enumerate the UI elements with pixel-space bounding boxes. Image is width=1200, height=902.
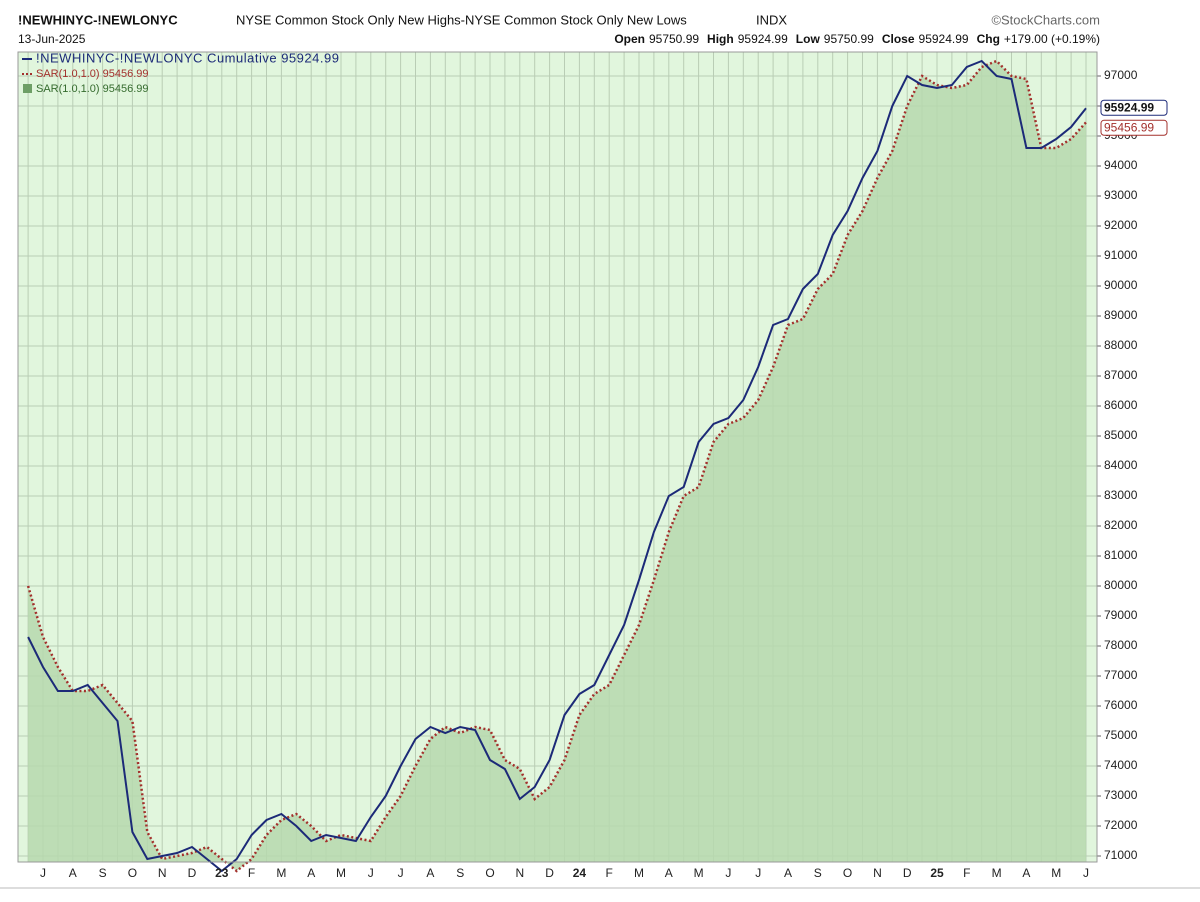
- x-tick-label: M: [336, 866, 346, 880]
- quote-value: +179.00 (+0.19%): [1004, 32, 1100, 46]
- x-tick-label: O: [128, 866, 137, 880]
- y-tick-label: 89000: [1104, 308, 1138, 322]
- quote-label: High: [707, 32, 734, 46]
- y-tick-label: 97000: [1104, 68, 1138, 82]
- x-tick-label: D: [903, 866, 912, 880]
- y-tick-label: 78000: [1104, 638, 1138, 652]
- x-tick-label: D: [188, 866, 197, 880]
- x-tick-label: A: [69, 866, 77, 880]
- quote: Open 95750.99 High 95924.99 Low 95750.99 Close…: [614, 32, 1100, 46]
- quote-label: Low: [796, 32, 821, 46]
- plot-frame: [17, 51, 1098, 863]
- x-tick-label: S: [99, 866, 107, 880]
- quote-value: 95924.99: [738, 32, 788, 46]
- x-tick-label: F: [963, 866, 970, 880]
- y-tick-label: 82000: [1104, 518, 1138, 532]
- legend-label: !NEWHINYC-!NEWLONYC Cumulative 95924.99: [36, 50, 339, 65]
- y-tick-label: 86000: [1104, 398, 1138, 412]
- x-tick-label: J: [1083, 866, 1089, 880]
- quote-value: 95750.99: [649, 32, 699, 46]
- y-tick-label: 93000: [1104, 188, 1138, 202]
- y-tick-label: 80000: [1104, 578, 1138, 592]
- last-value-label: 95924.99: [1104, 100, 1154, 114]
- symbol: !NEWHINYC-!NEWLONYC: [18, 12, 178, 27]
- y-tick-label: 94000: [1104, 158, 1138, 172]
- x-tick-label: A: [665, 866, 673, 880]
- quote-value: 95924.99: [919, 32, 969, 46]
- y-tick-label: 71000: [1104, 848, 1138, 862]
- y-tick-label: 87000: [1104, 368, 1138, 382]
- y-tick-label: 74000: [1104, 758, 1138, 772]
- last-value-label: 95456.99: [1104, 120, 1154, 134]
- x-tick-label: F: [606, 866, 613, 880]
- legend-swatch: [23, 84, 32, 93]
- x-tick-label: O: [485, 866, 494, 880]
- y-tick-label: 91000: [1104, 248, 1138, 262]
- area: [28, 61, 1087, 871]
- last-value-box: [1100, 99, 1168, 116]
- quote-label: Chg: [977, 32, 1000, 46]
- x-tick-label: M: [276, 866, 286, 880]
- source: ©StockCharts.com: [991, 12, 1100, 27]
- x-tick-label: J: [755, 866, 761, 880]
- x-tick-label: J: [368, 866, 374, 880]
- x-tick-label: 23: [215, 866, 229, 880]
- x-tick-label: S: [456, 866, 464, 880]
- x-tick-label: N: [158, 866, 167, 880]
- x-tick-label: M: [634, 866, 644, 880]
- y-tick-label: 90000: [1104, 278, 1138, 292]
- exchange: INDX: [756, 12, 787, 27]
- y-tick-label: 88000: [1104, 338, 1138, 352]
- y-tick-label: 85000: [1104, 428, 1138, 442]
- y-tick-label: 83000: [1104, 488, 1138, 502]
- x-tick-label: J: [725, 866, 731, 880]
- x-tick-label: J: [40, 866, 46, 880]
- quote-label: Close: [882, 32, 915, 46]
- y-tick-label: 92000: [1104, 218, 1138, 232]
- sar-line: [26, 59, 1087, 873]
- x-tick-label: A: [307, 866, 315, 880]
- x-tick-label: O: [843, 866, 852, 880]
- y-tick-label: 84000: [1104, 458, 1138, 472]
- y-tick-label: 79000: [1104, 608, 1138, 622]
- y-tick-label: 72000: [1104, 818, 1138, 832]
- x-tick-label: 24: [573, 866, 587, 880]
- quote-value: 95750.99: [824, 32, 874, 46]
- x-tick-label: A: [1022, 866, 1030, 880]
- quote-label: Open: [614, 32, 645, 46]
- x-tick-label: F: [248, 866, 255, 880]
- x-tick-label: M: [1051, 866, 1061, 880]
- description: NYSE Common Stock Only New Highs-NYSE Co…: [236, 12, 687, 27]
- x-tick-label: M: [992, 866, 1002, 880]
- y-tick-label: 75000: [1104, 728, 1138, 742]
- x-tick-label: M: [694, 866, 704, 880]
- x-tick-label: 25: [930, 866, 944, 880]
- x-tick-label: D: [545, 866, 554, 880]
- price-line: [27, 59, 1087, 873]
- x-tick-label: N: [873, 866, 882, 880]
- y-tick-label: 77000: [1104, 668, 1138, 682]
- x-tick-label: A: [784, 866, 792, 880]
- y-tick-label: 81000: [1104, 548, 1138, 562]
- x-tick-label: S: [814, 866, 822, 880]
- x-tick-label: A: [426, 866, 434, 880]
- date: 13-Jun-2025: [18, 32, 86, 46]
- y-tick-label: 76000: [1104, 698, 1138, 712]
- x-tick-label: J: [398, 866, 404, 880]
- legend-label: SAR(1.0,1.0) 95456.99: [36, 83, 149, 95]
- y-tick-label: 73000: [1104, 788, 1138, 802]
- legend-label: SAR(1.0,1.0) 95456.99: [36, 68, 149, 80]
- last-value-box: [1100, 119, 1168, 136]
- x-tick-label: N: [515, 866, 524, 880]
